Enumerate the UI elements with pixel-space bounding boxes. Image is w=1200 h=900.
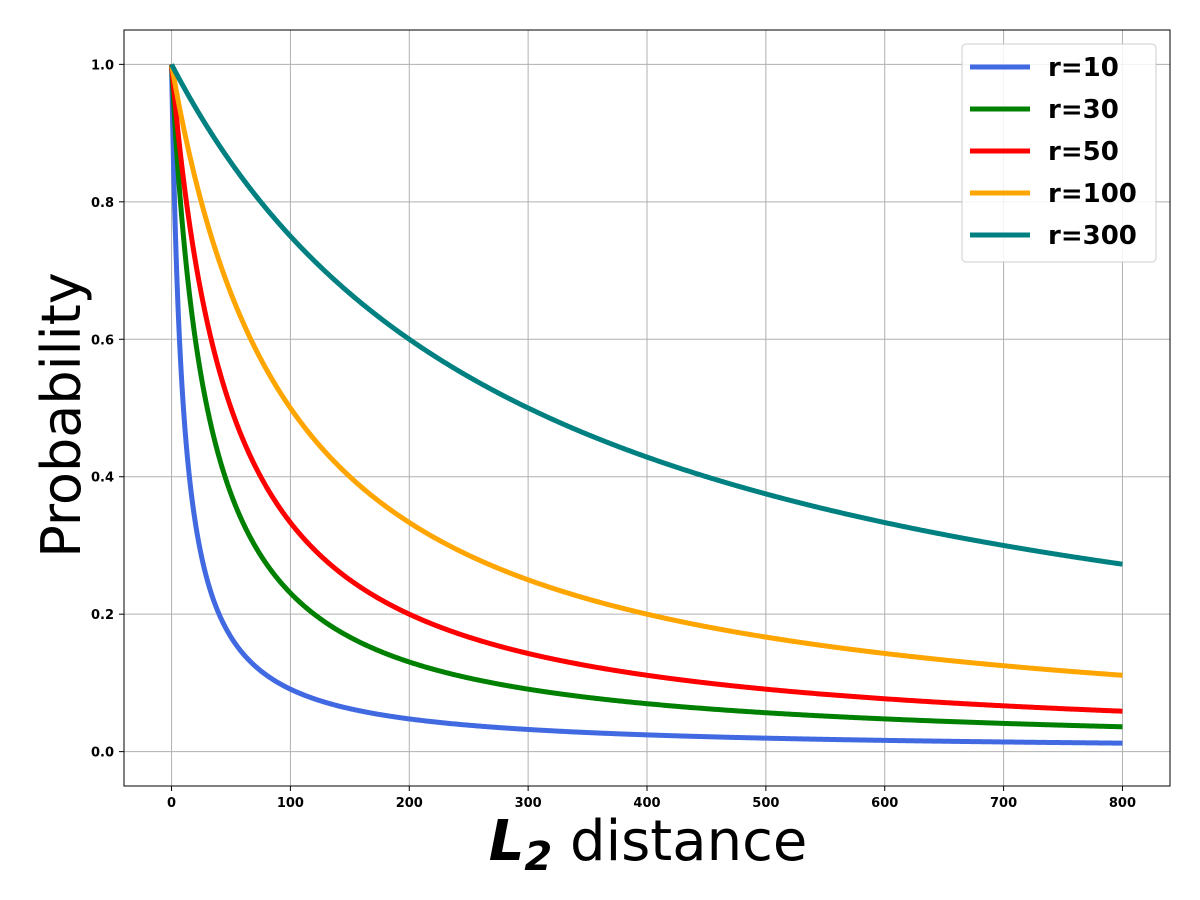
series-line-r-300: [169, 61, 1124, 567]
legend-label: r=50: [1048, 137, 1119, 167]
x-axis-label-text: distance: [552, 809, 807, 874]
y-axis-ticks: 0.0 0.2 0.4 0.6 0.8 1.0: [91, 58, 124, 761]
series-line-r-30: [169, 62, 1124, 730]
y-tick-label: 0.0: [91, 746, 114, 761]
x-axis-label: L2 distance: [489, 809, 808, 880]
x-axis-label-symbol: L: [489, 809, 525, 874]
legend-label: r=100: [1048, 179, 1137, 209]
legend: r=10 r=30 r=50 r=100 r=300: [961, 43, 1157, 263]
x-tick-label: 400: [633, 796, 660, 811]
series-line-r-100: [169, 61, 1124, 678]
y-tick-label: 0.6: [91, 333, 114, 348]
y-tick-label: 0.2: [91, 608, 114, 623]
x-axis-ticks: 0 100 200 300 400 500 600 700 800: [167, 786, 1136, 811]
legend-label: r=300: [1048, 221, 1137, 251]
y-tick-label: 0.4: [91, 471, 114, 486]
legend-items: r=10 r=30 r=50 r=100 r=300: [970, 53, 1137, 251]
legend-label: r=10: [1048, 53, 1119, 83]
x-tick-label: 700: [990, 796, 1017, 811]
x-tick-label: 600: [871, 796, 898, 811]
legend-box: [961, 43, 1157, 263]
x-tick-label: 300: [515, 796, 542, 811]
x-tick-label: 0: [167, 796, 176, 811]
y-tick-label: 1.0: [91, 58, 114, 73]
series-group: [169, 61, 1124, 746]
x-tick-label: 100: [277, 796, 304, 811]
series-line-r-50: [169, 62, 1124, 714]
y-axis-label: Probability: [30, 272, 93, 557]
y-tick-label: 0.8: [91, 196, 114, 211]
series-line-r-10: [169, 63, 1124, 746]
x-tick-label: 200: [396, 796, 423, 811]
x-tick-label: 800: [1109, 796, 1136, 811]
x-axis-label-subscript: 2: [524, 834, 552, 880]
legend-label: r=30: [1048, 95, 1119, 125]
x-tick-label: 500: [752, 796, 779, 811]
